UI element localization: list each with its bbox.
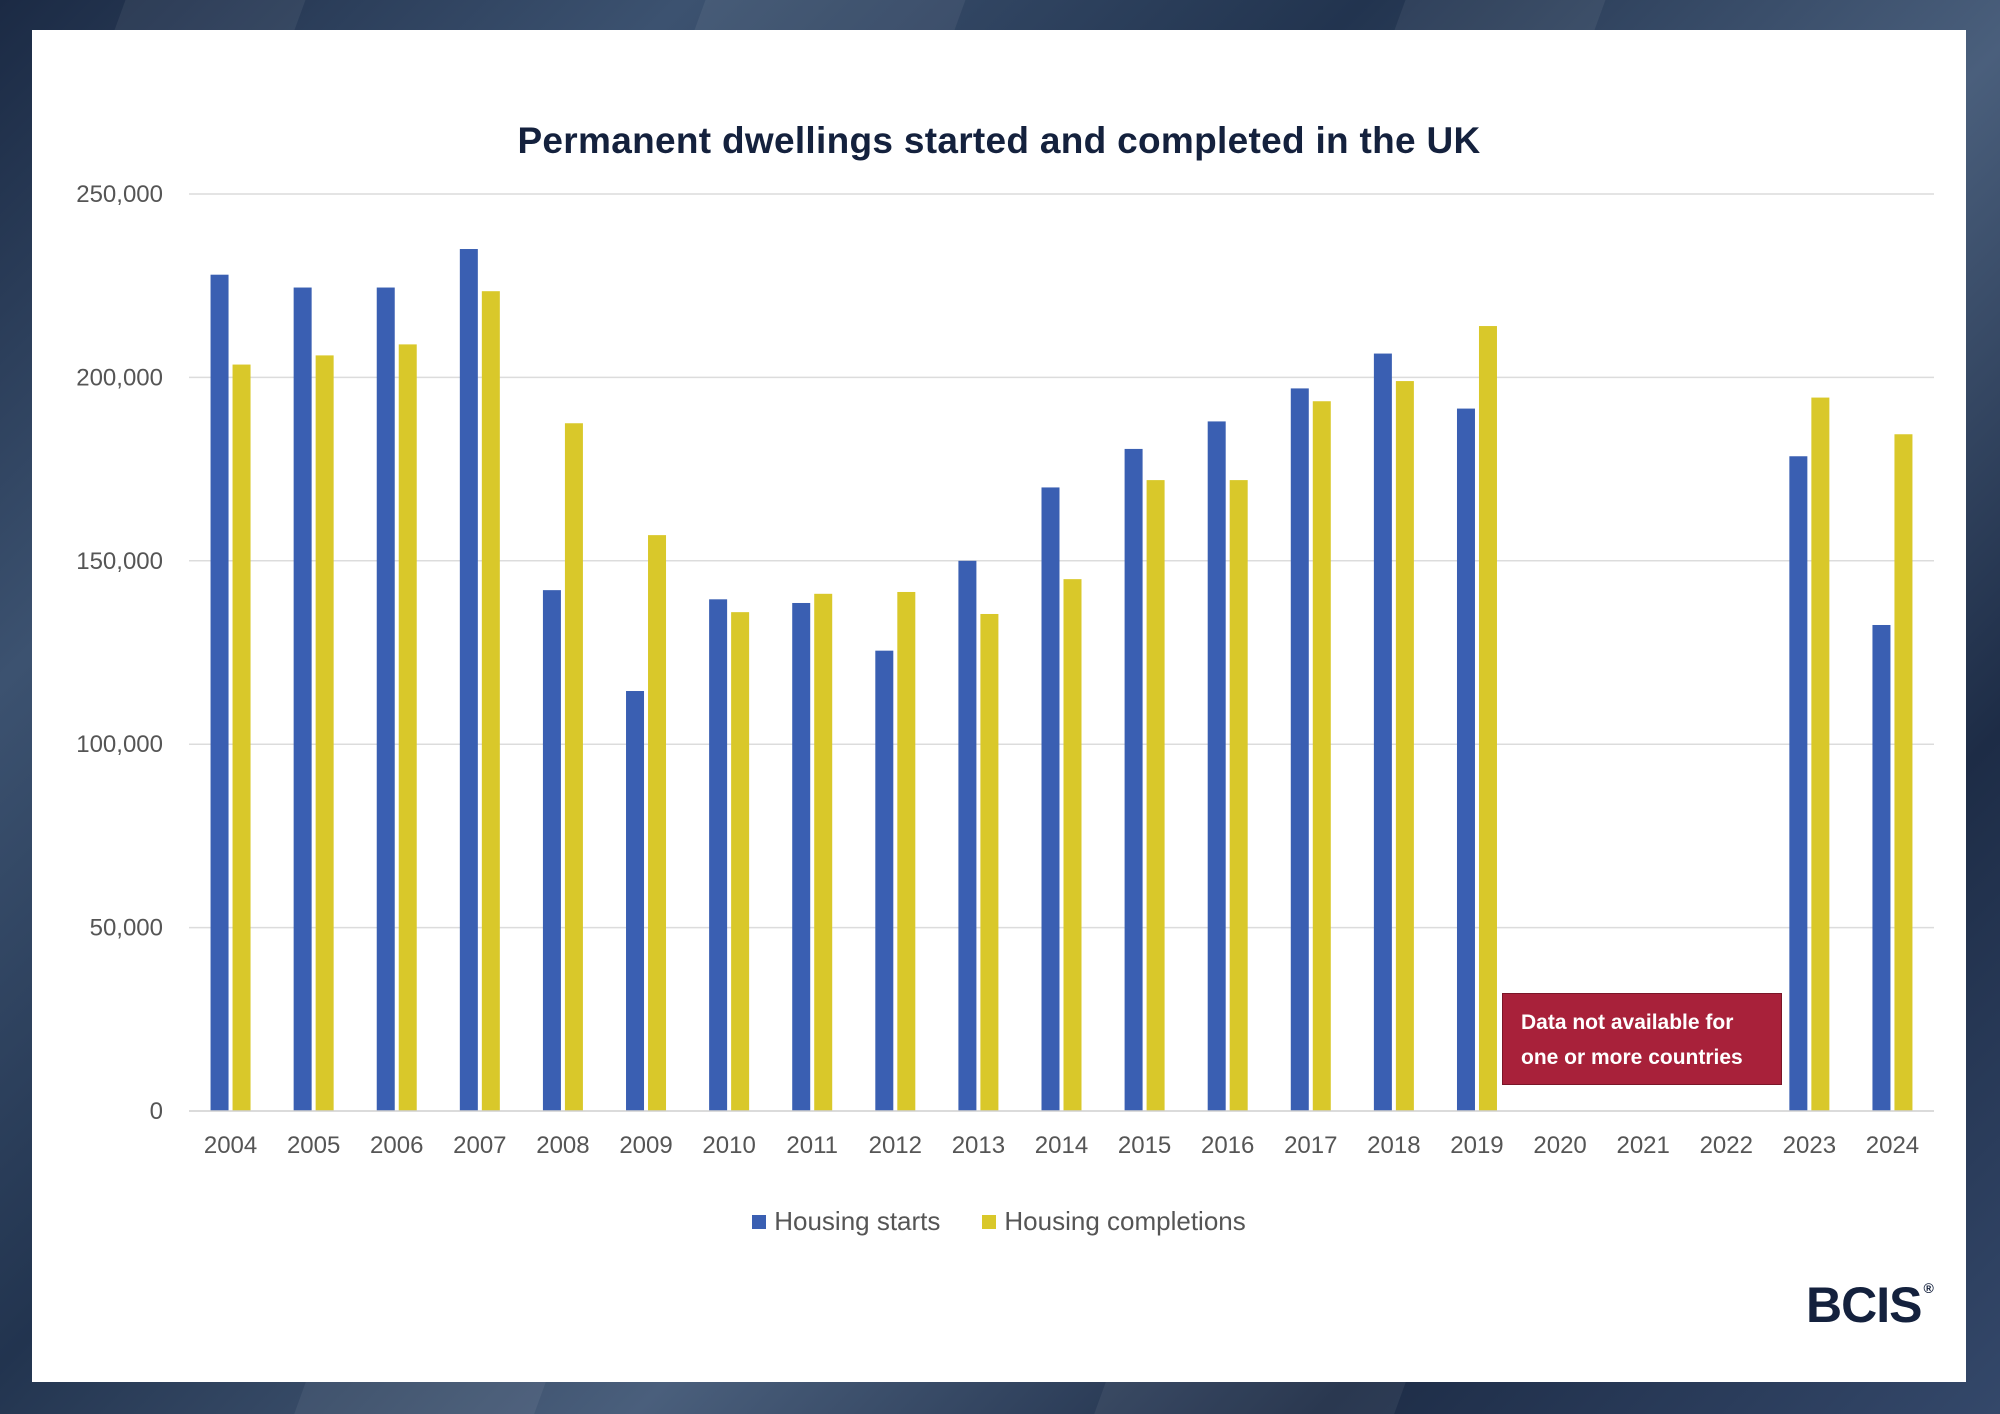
bar-housing-starts-2024 (1872, 624, 1891, 1111)
bar-housing-completions-2018 (1395, 381, 1414, 1111)
bar-housing-starts-2019 (1456, 408, 1475, 1111)
legend-swatch-starts (752, 1214, 767, 1229)
x-tick-label: 2010 (702, 1132, 755, 1159)
bar-housing-starts-2008 (542, 590, 561, 1111)
bar-housing-completions-2011 (814, 593, 833, 1111)
bar-housing-completions-2023 (1811, 397, 1830, 1112)
x-tick-label: 2008 (536, 1132, 589, 1159)
background-facet (1394, 0, 1606, 30)
bar-housing-completions-2012 (897, 591, 916, 1111)
x-tick-label: 2014 (1035, 1132, 1088, 1159)
chart-card: Permanent dwellings started and complete… (32, 30, 1966, 1382)
background-facet (694, 0, 966, 30)
y-tick-label: 0 (150, 1098, 163, 1125)
registered-mark: ® (1923, 1280, 1933, 1296)
x-tick-label: 2009 (619, 1132, 672, 1159)
bar-housing-completions-2007 (481, 291, 500, 1111)
bar-housing-starts-2010 (709, 599, 728, 1111)
bar-housing-starts-2013 (958, 560, 977, 1111)
x-tick-label: 2012 (869, 1132, 922, 1159)
legend: Housing starts Housing completions (32, 1206, 1966, 1237)
background-facet (114, 0, 306, 30)
x-tick-label: 2018 (1367, 1132, 1420, 1159)
data-unavailable-note: Data not available for one or more count… (1502, 993, 1782, 1085)
bar-housing-starts-2018 (1373, 353, 1392, 1112)
x-tick-label: 2011 (786, 1132, 838, 1159)
bar-housing-completions-2005 (315, 355, 334, 1112)
note-line-1: Data not available for (1521, 1011, 1734, 1034)
legend-swatch-completions (982, 1214, 997, 1229)
chart-title: Permanent dwellings started and complete… (517, 120, 1481, 161)
x-tick-label: 2006 (370, 1132, 423, 1159)
x-tick-label: 2022 (1700, 1132, 1753, 1159)
x-tick-label: 2023 (1783, 1132, 1836, 1159)
bar-housing-completions-2009 (648, 535, 667, 1111)
x-tick-label: 2019 (1450, 1132, 1503, 1159)
x-tick-label: 2015 (1118, 1132, 1171, 1159)
y-tick-label: 250,000 (76, 181, 163, 208)
legend-item-starts: Housing starts (752, 1206, 940, 1237)
x-axis-ticks: 2004 2005 2006 2007 2008 2009 2010 2011 2012 2013… (204, 1132, 1919, 1159)
logo-text: BCIS (1806, 1277, 1922, 1333)
bar-housing-completions-2015 (1146, 480, 1165, 1111)
y-tick-label: 200,000 (76, 364, 163, 391)
bar-housing-starts-2009 (626, 691, 645, 1111)
x-tick-label: 2020 (1533, 1132, 1586, 1159)
legend-label-starts: Housing starts (774, 1206, 941, 1236)
legend-label-completions: Housing completions (1004, 1206, 1246, 1236)
background-facet (1094, 1382, 1406, 1414)
y-axis-ticks: 0 50,000 100,000 150,000 200,000 250,000 (76, 181, 163, 1125)
bar-housing-starts-2004 (210, 274, 229, 1111)
bar-chart: 0 50,000 100,000 150,000 200,000 250,000 2004… (76, 181, 1934, 1159)
bar-housing-completions-2014 (1063, 579, 1082, 1111)
x-tick-label: 2021 (1616, 1132, 1669, 1159)
x-tick-label: 2017 (1284, 1132, 1337, 1159)
bar-housing-starts-2011 (792, 602, 811, 1111)
bcis-logo: BCIS ® (1806, 1276, 1934, 1334)
bar-housing-completions-2006 (398, 344, 417, 1111)
bar-housing-starts-2016 (1207, 421, 1226, 1111)
legend-item-completions: Housing completions (982, 1206, 1246, 1237)
x-tick-label: 2004 (204, 1132, 257, 1159)
x-tick-label: 2016 (1201, 1132, 1254, 1159)
bar-housing-starts-2012 (875, 650, 894, 1111)
bar-housing-completions-2004 (232, 364, 251, 1111)
bar-housing-starts-2005 (293, 287, 312, 1111)
bar-housing-starts-2017 (1290, 388, 1309, 1111)
background-facet (294, 1382, 546, 1414)
y-tick-label: 100,000 (76, 731, 163, 758)
grid-lines (189, 193, 1934, 929)
x-tick-label: 2005 (287, 1132, 340, 1159)
bar-housing-starts-2007 (459, 249, 478, 1111)
bar-housing-completions-2010 (731, 612, 750, 1111)
y-tick-label: 150,000 (76, 548, 163, 575)
bar-housing-completions-2008 (564, 423, 583, 1111)
bar-housing-completions-2019 (1478, 326, 1497, 1112)
note-line-2: one or more countries (1521, 1046, 1743, 1069)
x-tick-label: 2024 (1866, 1132, 1919, 1159)
bar-housing-completions-2016 (1229, 480, 1248, 1111)
bar-housing-starts-2023 (1789, 456, 1808, 1112)
bar-housing-starts-2014 (1041, 487, 1060, 1111)
bar-housing-starts-2015 (1124, 448, 1143, 1111)
x-tick-label: 2007 (453, 1132, 506, 1159)
bar-housing-completions-2017 (1312, 401, 1331, 1111)
bar-housing-completions-2013 (980, 613, 999, 1111)
y-tick-label: 50,000 (90, 915, 163, 942)
bar-housing-completions-2024 (1894, 434, 1913, 1111)
bar-housing-starts-2006 (376, 287, 395, 1111)
bars (210, 249, 1913, 1112)
x-tick-label: 2013 (952, 1132, 1005, 1159)
